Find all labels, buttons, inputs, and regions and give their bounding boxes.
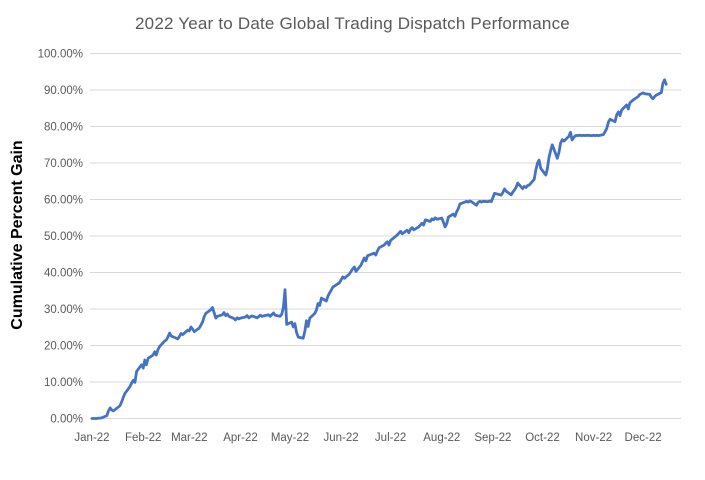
x-tick-label: Dec-22 bbox=[625, 432, 662, 444]
x-tick-label: May-22 bbox=[271, 432, 309, 444]
x-tick-label: Jul-22 bbox=[375, 432, 406, 444]
x-tick-label: Aug-22 bbox=[423, 432, 460, 444]
y-tick-label: 90.00% bbox=[44, 85, 83, 97]
chart-title: 2022 Year to Date Global Trading Dispatc… bbox=[135, 14, 570, 33]
x-tick-label: Feb-22 bbox=[125, 432, 161, 444]
series-line bbox=[90, 78, 668, 420]
y-tick-label: 20.00% bbox=[44, 341, 83, 353]
x-tick-label: Sep-22 bbox=[474, 432, 511, 444]
x-tick-label: Oct-22 bbox=[525, 432, 560, 444]
y-tick-label: 30.00% bbox=[44, 304, 83, 316]
y-tick-label: 10.00% bbox=[44, 377, 83, 389]
y-tick-label: 40.00% bbox=[44, 268, 83, 280]
x-tick-label: Jun-22 bbox=[324, 432, 359, 444]
y-tick-label: 70.00% bbox=[44, 158, 83, 170]
y-tick-label: 80.00% bbox=[44, 122, 83, 134]
x-tick-label: Jan-22 bbox=[74, 432, 109, 444]
y-axis-title: Cumulative Percent Gain bbox=[9, 140, 26, 330]
y-tick-label: 0.00% bbox=[50, 414, 83, 426]
x-tick-label: Nov-22 bbox=[575, 432, 612, 444]
y-tick-label: 100.00% bbox=[38, 49, 83, 61]
x-tick-label: Mar-22 bbox=[171, 432, 207, 444]
y-tick-label: 60.00% bbox=[44, 195, 83, 207]
x-tick-label: Apr-22 bbox=[223, 432, 258, 444]
y-tick-label: 50.00% bbox=[44, 231, 83, 243]
